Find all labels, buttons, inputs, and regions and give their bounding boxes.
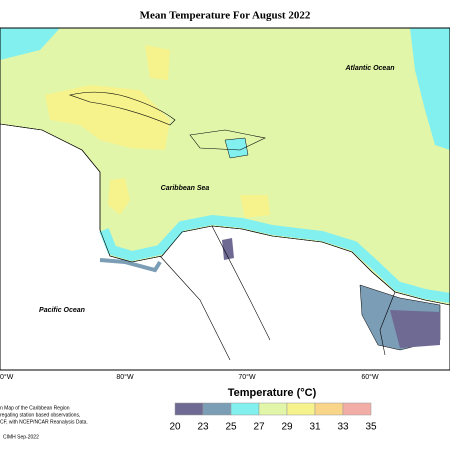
ocean-label: Pacific Ocean — [39, 307, 85, 314]
note: CIMH Sep-2022 — [3, 434, 39, 440]
ocean-label: Atlantic Ocean — [344, 65, 394, 72]
longitude-label: 80°W — [116, 373, 134, 381]
cyan-area — [0, 28, 60, 60]
longitude-label: 60°W — [361, 373, 379, 381]
coastal-band — [99, 214, 450, 303]
island — [224, 137, 249, 159]
longitude-label: 0°W — [0, 373, 14, 381]
title: Mean Temperature For August 2022 — [140, 10, 311, 22]
legend-tick-label: 25 — [225, 422, 237, 433]
coastal-band — [99, 258, 162, 273]
legend: 20 23 25 27 29 31 33 35 — [169, 402, 377, 433]
sea-label: Caribbean Sea — [161, 185, 210, 192]
warm-area — [108, 178, 130, 215]
legend-tick-label: 33 — [337, 422, 349, 433]
cuba — [68, 91, 176, 126]
warm-area — [145, 45, 170, 80]
legend-swatch — [230, 402, 260, 416]
note: CF, with NCEP/NCAR Reanalysis Data. — [0, 419, 88, 425]
legend-swatch — [286, 402, 316, 416]
borders — [0, 123, 450, 361]
longitude-label: 70°W — [238, 373, 256, 381]
legend-swatch — [174, 402, 204, 416]
hispaniola — [189, 129, 266, 151]
cyan-area — [410, 28, 450, 150]
warm-area — [240, 195, 270, 218]
note: regating station based observations, — [0, 412, 80, 418]
legend-title: Temperature (°C) — [228, 387, 317, 399]
map: Atlantic Ocean Caribbean Sea Pacific Oce… — [0, 27, 450, 371]
legend-swatch — [258, 402, 288, 416]
cold-land — [222, 238, 234, 260]
cold-land — [390, 310, 440, 348]
legend-tick-label: 31 — [309, 422, 321, 433]
legend-tick-label: 35 — [365, 422, 377, 433]
legend-swatch — [314, 402, 344, 416]
legend-tick-label: 20 — [169, 422, 181, 433]
map-frame — [0, 27, 450, 371]
legend-swatch — [202, 402, 232, 416]
legend-tick-label: 29 — [281, 422, 293, 433]
note: n Map of the Caribbean Region — [0, 405, 70, 411]
legend-tick-label: 27 — [253, 422, 265, 433]
legend-tick-label: 23 — [197, 422, 209, 433]
legend-swatch — [342, 402, 372, 416]
